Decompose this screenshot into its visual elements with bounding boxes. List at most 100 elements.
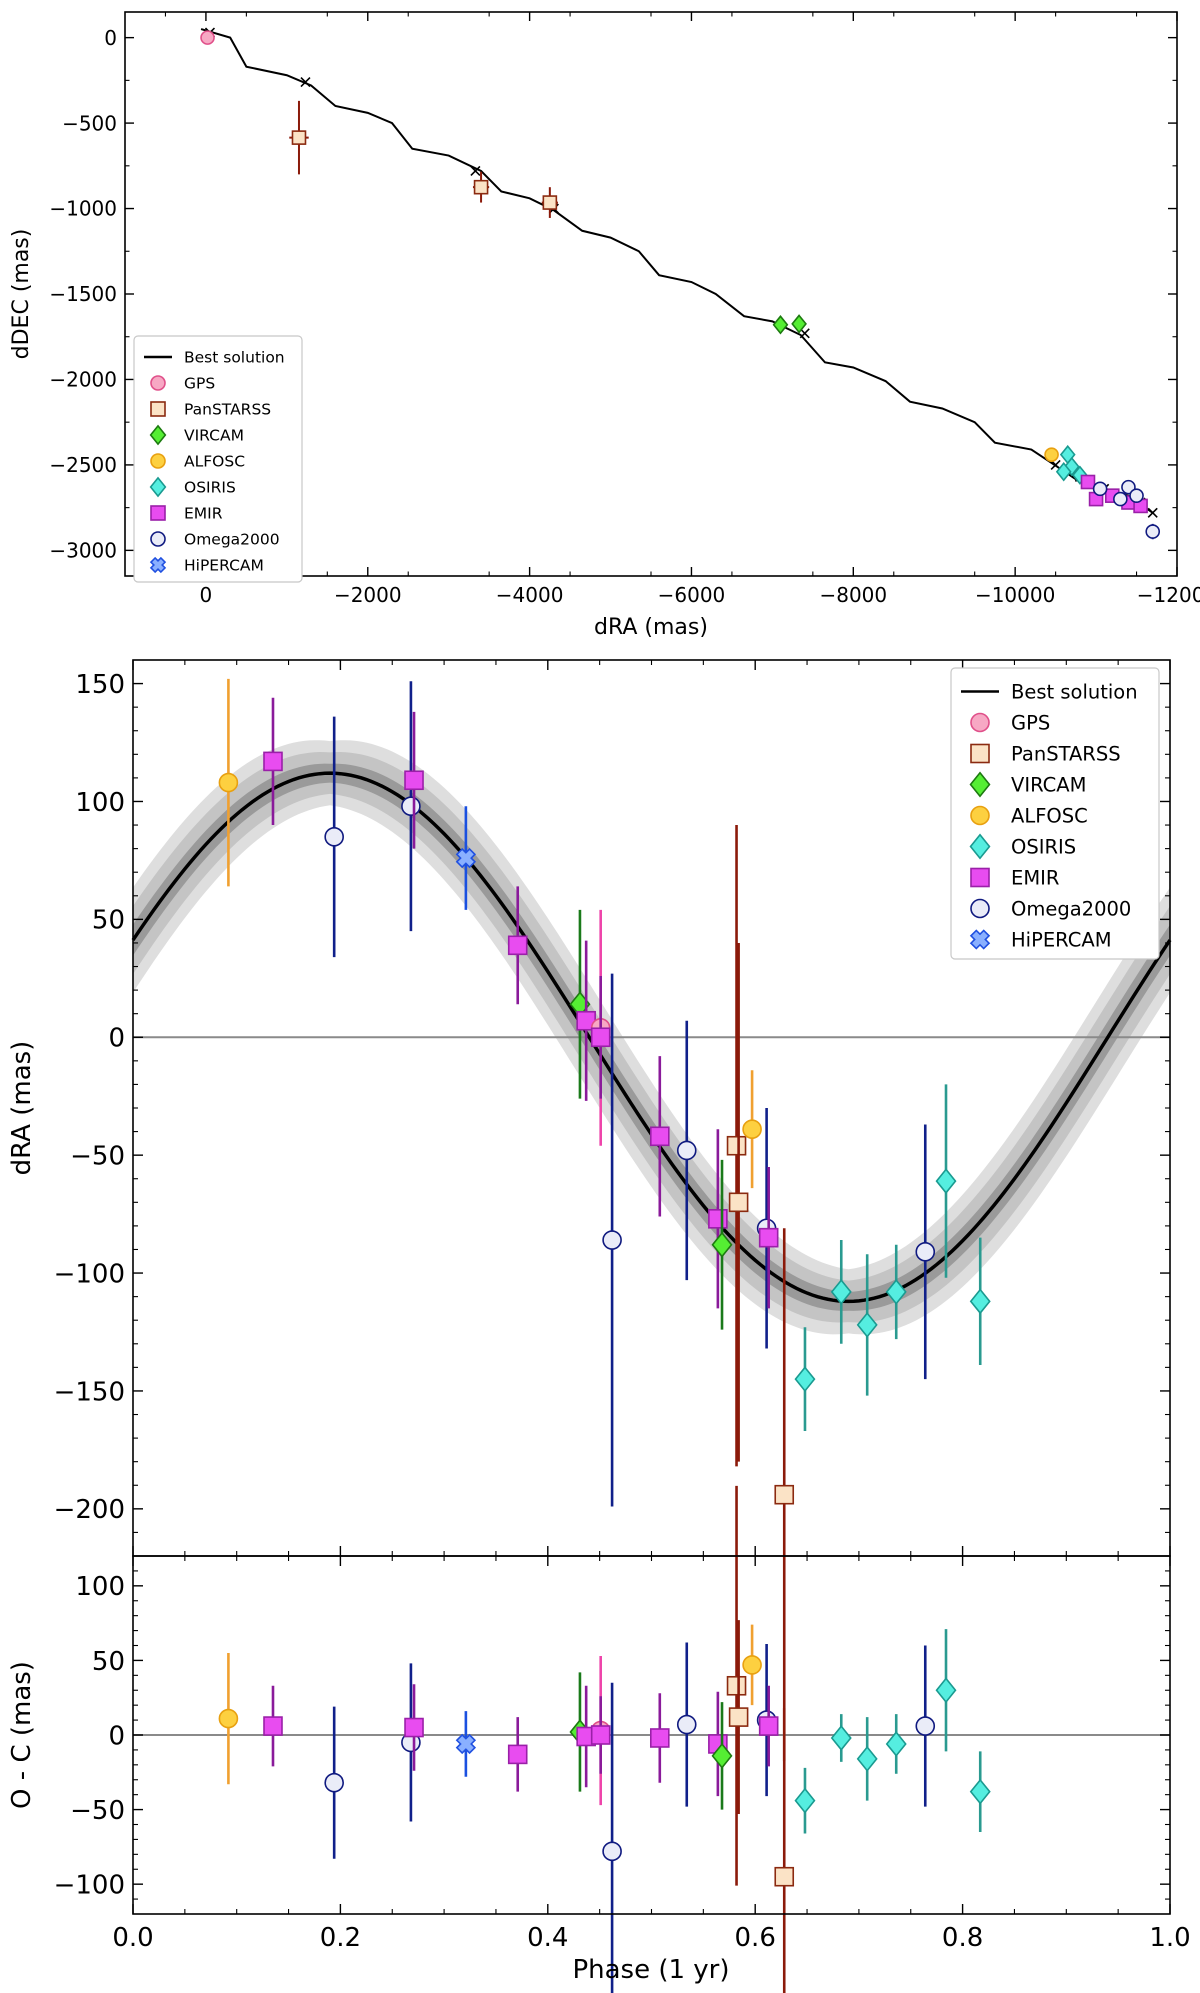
bottom-emir-point-1: [263, 1716, 283, 1736]
middle-legend-emir-swatch: [970, 867, 990, 888]
middle-omega2000-point-2: [324, 827, 344, 847]
middle-axis-ticks: 150 100 50 0 −50 −100 −150 −200: [54, 660, 1171, 1556]
top-xtick-label-4: −8000: [819, 583, 887, 607]
top-model-path: [200, 28, 1154, 514]
bottom-panstarss-point-17: [728, 1707, 749, 1727]
middle-legend-emir-label: EMIR: [1011, 867, 1059, 890]
middle-alfosc-point-0: [218, 772, 239, 793]
top-xtick-label-3: −6000: [658, 583, 726, 607]
bottom-vircam-point-15: [711, 1742, 733, 1769]
middle-ytick-label-6: −150: [54, 1377, 125, 1407]
middle-ytick-label-7: −200: [54, 1495, 125, 1525]
middle-legend-box: [950, 667, 1160, 960]
middle-panstarss-point-16: [726, 1135, 747, 1156]
top-legend-alfosc-swatch: [150, 453, 166, 469]
top-plot-area: [200, 27, 1161, 540]
top-alfosc-point-6: [1044, 447, 1059, 462]
middle-legend-alfosc-label: ALFOSC: [1011, 805, 1088, 828]
top-legend-vircam-label: VIRCAM: [184, 427, 244, 445]
bottom-panstarss-point-16: [726, 1675, 747, 1696]
middle-legend-panstarss-swatch: [970, 743, 990, 764]
bottom-xtick-label-0: 0.0: [112, 1923, 153, 1953]
middle-ytick-label-0: 150: [75, 670, 125, 700]
top-model-epoch-marker-1: [300, 77, 311, 88]
top-ytick-label-0: 0: [104, 26, 117, 50]
top-omega2000-point-20: [1113, 491, 1128, 507]
top-osiris-point-10: [1055, 462, 1072, 482]
bottom-omega2000-point-26: [915, 1716, 936, 1736]
middle-uncertainty-band-2: [133, 763, 1170, 1311]
bottom-plot-area: [133, 1485, 1170, 1993]
middle-emir-point-10: [590, 1027, 611, 1048]
middle-emir-point-14: [708, 1209, 728, 1229]
bottom-emir-point-10: [590, 1725, 611, 1745]
middle-osiris-point-25: [885, 1278, 907, 1305]
top-model-epoch-marker-5: [1050, 459, 1061, 470]
bottom-emir-point-20: [758, 1716, 779, 1736]
bottom-ytick-label-2: 0: [108, 1721, 125, 1751]
bottom-osiris-point-23: [830, 1725, 852, 1751]
top-legend-panstarss-label: PanSTARSS: [184, 401, 271, 419]
top-osiris-point-8: [1063, 456, 1080, 477]
bottom-emir-point-12: [649, 1728, 670, 1748]
middle-legend-alfosc-swatch: [970, 805, 990, 826]
bottom-xtick-label-3: 0.6: [735, 1923, 776, 1953]
middle-alfosc-point-18: [742, 1119, 762, 1140]
bottom-xtick-label-1: 0.2: [320, 1923, 361, 1953]
top-model-epoch-marker-11: [1147, 507, 1158, 518]
middle-omega2000-point-3: [401, 796, 421, 816]
middle-legend-gps-swatch: [970, 712, 990, 733]
top-legend-omega2000-swatch: [150, 531, 166, 547]
top-omega2000-point-16: [1092, 481, 1108, 497]
middle-plot-area: [131, 678, 1172, 1762]
bottom-omega2000-point-13: [676, 1714, 697, 1735]
top-panstarss-point-3: [542, 195, 558, 210]
bottom-xtick-label-2: 0.4: [527, 1923, 568, 1953]
top-y-axis-label: dDEC (mas): [9, 229, 34, 360]
bottom-x-axis-label: Phase (1 yr): [572, 1955, 729, 1985]
bottom-hipercam-point-5: [455, 1733, 477, 1755]
bottom-osiris-point-25: [885, 1730, 907, 1757]
top-model-epoch-marker-2: [470, 165, 481, 177]
middle-panstarss-point-17: [728, 1192, 749, 1213]
middle-osiris-point-28: [969, 1288, 991, 1315]
bottom-ytick-label-3: −50: [70, 1796, 125, 1826]
bottom-alfosc-point-18: [742, 1655, 762, 1675]
bottom-xtick-label-4: 0.8: [942, 1923, 983, 1953]
top-xtick-label-2: −4000: [496, 583, 564, 607]
middle-emir-point-20: [758, 1227, 779, 1248]
top-omega2000-point-19: [1145, 524, 1161, 539]
middle-legend-gps-label: GPS: [1011, 712, 1050, 735]
top-legend: Best solution GPS PanSTARSS VIRCAM ALFOSC OSI…: [133, 335, 303, 583]
middle-legend-osiris-label: OSIRIS: [1011, 836, 1076, 859]
top-legend-panstarss-swatch: [150, 401, 166, 417]
top-legend-gps-swatch: [150, 375, 166, 391]
top-legend-omega2000-label: Omega2000: [184, 531, 280, 549]
top-panstarss-point-2: [473, 179, 489, 195]
middle-legend-panstarss-label: PanSTARSS: [1011, 743, 1121, 766]
middle-vircam-point-15: [711, 1231, 733, 1258]
middle-osiris-point-22: [794, 1366, 816, 1393]
bottom-panel-residuals: 0.0 0.2 0.4 0.6 0.8 1.0 100 50 0 −50 −100 Phase (1…: [7, 1485, 1191, 1993]
top-xtick-label-0: 0: [200, 583, 213, 607]
top-xtick-label-1: −2000: [334, 583, 402, 607]
top-ytick-label-3: −1500: [49, 282, 117, 306]
bottom-omega2000-point-2: [324, 1772, 344, 1793]
top-legend-hipercam-label: HiPERCAM: [184, 557, 264, 575]
bottom-xtick-label-5: 1.0: [1149, 1923, 1190, 1953]
top-legend-osiris-swatch: [149, 476, 167, 498]
middle-emir-point-4: [404, 770, 424, 791]
middle-omega2000-point-11: [602, 1230, 622, 1250]
top-gps-point-0: [200, 30, 215, 45]
top-legend-gps-label: GPS: [184, 375, 215, 393]
bottom-ytick-label-1: 50: [92, 1647, 125, 1677]
middle-panstarss-point-21: [774, 1484, 795, 1505]
middle-emir-point-1: [263, 751, 283, 772]
middle-legend-vircam-label: VIRCAM: [1011, 774, 1086, 797]
bottom-emir-point-4: [404, 1717, 424, 1738]
middle-omega2000-point-13: [676, 1140, 697, 1161]
